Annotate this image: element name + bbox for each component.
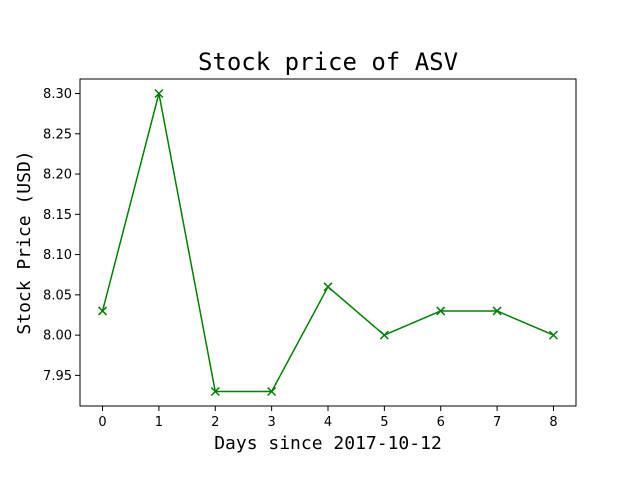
y-tick-label: 8.00	[43, 329, 72, 344]
y-tick-label: 8.20	[43, 168, 72, 183]
x-tick-label: 7	[493, 415, 501, 430]
x-tick-label: 1	[155, 415, 163, 430]
y-tick-label: 7.95	[43, 369, 72, 384]
y-tick-label: 8.15	[43, 208, 72, 223]
x-tick-label: 4	[324, 415, 332, 430]
x-tick-label: 0	[98, 415, 106, 430]
x-axis-label: Days since 2017-10-12	[214, 433, 442, 454]
y-tick-label: 8.30	[43, 87, 72, 102]
x-tick-label: 2	[211, 415, 219, 430]
y-tick-label: 8.25	[43, 127, 72, 142]
x-tick-label: 6	[437, 415, 445, 430]
y-tick-label: 8.05	[43, 288, 72, 303]
y-axis-label: Stock Price (USD)	[14, 150, 35, 334]
x-tick-label: 3	[267, 415, 275, 430]
y-tick-label: 8.10	[43, 248, 72, 263]
chart-title: Stock price of ASV	[198, 48, 458, 76]
x-tick-label: 5	[380, 415, 388, 430]
plot-area	[80, 79, 576, 406]
x-tick-label: 8	[549, 415, 557, 430]
